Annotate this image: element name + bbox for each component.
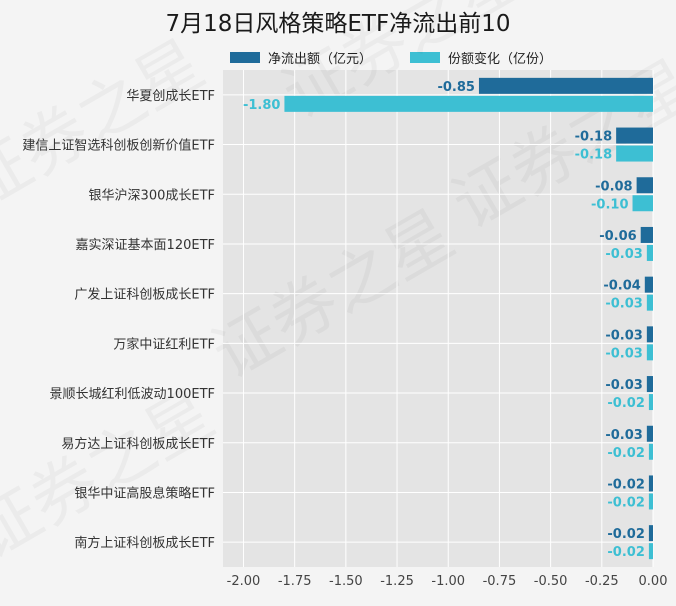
x-tick-label: -1.00 <box>431 574 465 589</box>
y-tick-label: 广发上证科创板成长ETF <box>74 287 215 303</box>
data-label-share-change: -0.03 <box>605 247 642 262</box>
bar-net-outflow <box>648 525 653 542</box>
data-label-share-change: -0.02 <box>607 446 644 461</box>
bar-net-outflow <box>478 77 653 94</box>
data-label-net-outflow: -0.04 <box>603 279 640 294</box>
x-tick-label: -2.00 <box>227 574 261 589</box>
x-tick-label: -0.75 <box>483 574 517 589</box>
bar-share-change <box>648 443 653 460</box>
bar-net-outflow <box>646 376 653 393</box>
bar-share-change <box>616 145 653 162</box>
data-label-share-change: -0.02 <box>607 545 644 560</box>
bar-net-outflow <box>644 276 653 293</box>
bar-share-change <box>646 344 653 361</box>
bar-net-outflow <box>648 475 653 492</box>
legend-swatch-share-change <box>410 52 441 63</box>
legend-label-share-change: 份额变化（亿份） <box>448 52 553 67</box>
data-label-share-change: -0.02 <box>607 495 644 510</box>
bar-net-outflow <box>646 326 653 343</box>
y-tick-label: 嘉实深证基本面120ETF <box>76 238 215 253</box>
data-label-share-change: -0.03 <box>605 297 642 312</box>
x-tick-label: 0.00 <box>639 574 668 589</box>
data-label-net-outflow: -0.08 <box>595 179 632 194</box>
x-tick-label: -1.50 <box>329 574 363 589</box>
y-tick-label: 建信上证智选科创板创新价值ETF <box>22 138 215 154</box>
bar-share-change <box>646 244 653 261</box>
bar-share-change <box>284 95 653 112</box>
legend-item-share-change: 份额变化（亿份） <box>410 48 552 67</box>
bar-net-outflow <box>616 127 653 144</box>
bar-net-outflow <box>636 177 653 194</box>
chart-title: 7月18日风格策略ETF净流出前10 <box>165 11 511 37</box>
data-label-net-outflow: -0.06 <box>599 229 636 244</box>
bar-net-outflow <box>640 226 653 243</box>
legend-swatch-net-outflow <box>230 52 260 63</box>
data-label-share-change: -0.18 <box>575 148 612 163</box>
bar-share-change <box>648 493 653 510</box>
data-label-net-outflow: -0.85 <box>437 80 474 95</box>
bar-share-change <box>632 195 653 212</box>
x-tick-label: -0.50 <box>534 574 568 589</box>
data-label-net-outflow: -0.02 <box>607 477 644 492</box>
y-tick-label: 南方上证科创板成长ETF <box>74 535 215 551</box>
bar-net-outflow <box>646 425 653 442</box>
x-tick-label: -1.25 <box>380 574 414 589</box>
bar-share-change <box>648 543 653 560</box>
bar-share-change <box>648 394 653 411</box>
data-label-net-outflow: -0.03 <box>605 328 642 343</box>
y-tick-label: 景顺长城红利低波动100ETF <box>50 386 215 402</box>
bar-share-change <box>646 294 653 311</box>
data-label-net-outflow: -0.02 <box>607 527 644 542</box>
y-tick-label: 易方达上证科创板成长ETF <box>61 436 215 452</box>
data-label-share-change: -0.02 <box>607 396 644 411</box>
legend: 净流出额（亿元） 份额变化（亿份） <box>230 48 590 67</box>
data-label-share-change: -1.80 <box>243 98 280 113</box>
x-tick-label: -1.75 <box>278 574 312 589</box>
y-tick-label: 银华沪深300成长ETF <box>89 187 215 203</box>
data-label-net-outflow: -0.03 <box>605 378 642 393</box>
y-tick-label: 万家中证红利ETF <box>113 336 215 352</box>
y-tick-label: 银华中证高股息策略ETF <box>74 485 215 501</box>
y-tick-label: 华夏创成长ETF <box>126 89 215 104</box>
x-tick-label: -0.25 <box>585 574 619 589</box>
data-label-share-change: -0.03 <box>605 346 642 361</box>
legend-item-net-outflow: 净流出额（亿元） <box>230 48 372 67</box>
data-label-net-outflow: -0.03 <box>605 428 642 443</box>
data-label-net-outflow: -0.18 <box>575 130 612 145</box>
legend-label-net-outflow: 净流出额（亿元） <box>268 52 373 67</box>
data-label-share-change: -0.10 <box>591 197 628 212</box>
